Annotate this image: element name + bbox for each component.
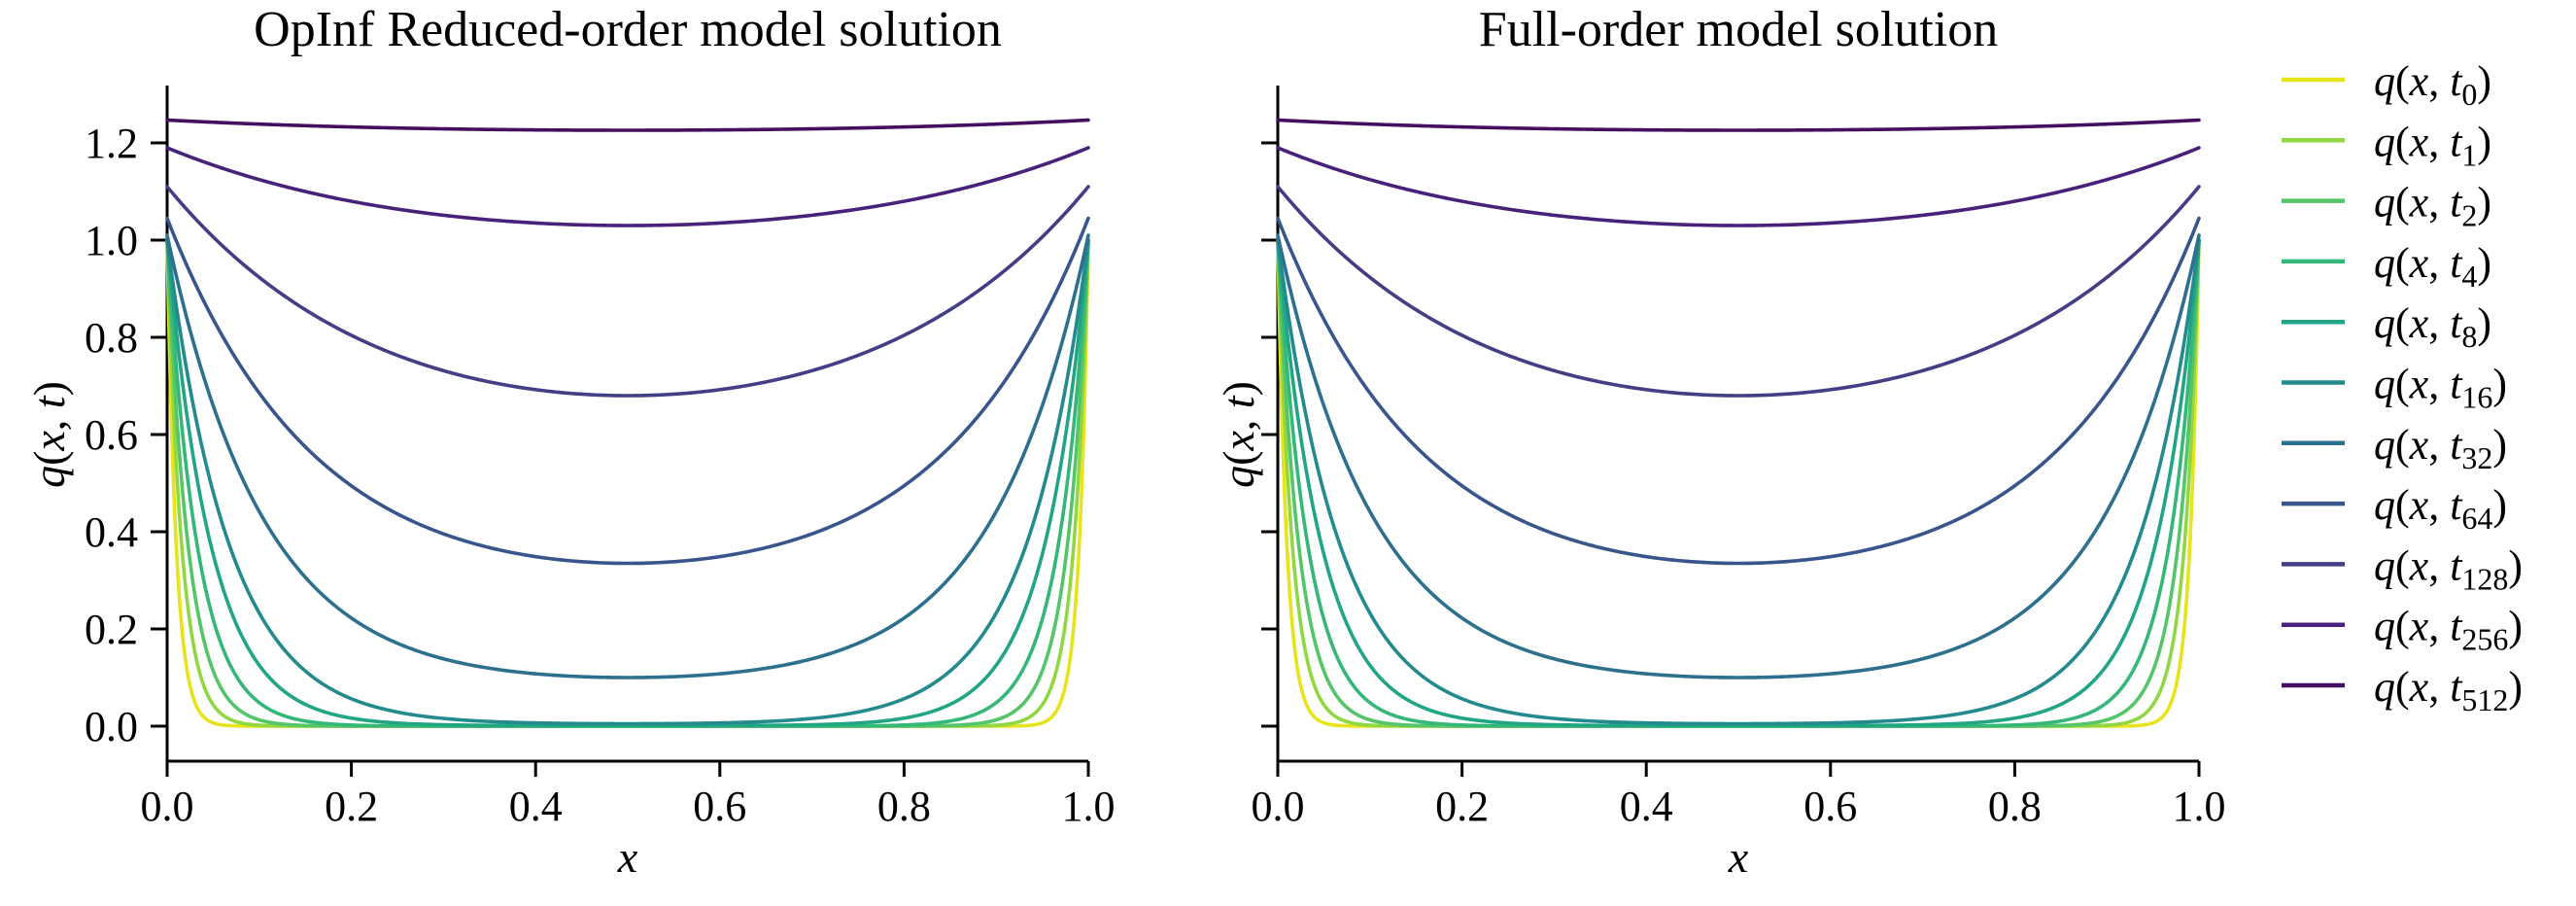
y-tick-label: 0.4	[85, 508, 138, 556]
legend-label: q(x, t256)	[2374, 603, 2523, 657]
legend-entry: q(x, t8)	[2282, 299, 2491, 354]
curve-q-x-t-64	[165, 216, 1090, 566]
legend-entry: q(x, t256)	[2282, 603, 2523, 657]
y-tick-label: 1.2	[85, 120, 138, 167]
curve-q-x-t-32	[165, 233, 1090, 680]
curve-q-x-t-128	[165, 185, 1090, 398]
legend-entry: q(x, t1)	[2282, 118, 2491, 172]
curve-q-x-t-0	[165, 238, 1090, 728]
legend-label: q(x, t16)	[2374, 361, 2507, 415]
curve-q-x-t-16	[165, 238, 1090, 726]
curve-q-x-t-4	[165, 238, 1090, 728]
curve-q-x-t-0	[1276, 238, 2201, 728]
legend-label: q(x, t128)	[2374, 541, 2523, 596]
legend-entry: q(x, t128)	[2282, 541, 2523, 596]
x-tick-label: 0.2	[325, 783, 378, 830]
x-tick-label: 1.0	[2173, 783, 2226, 830]
y-axis-label: q(x, t)	[24, 381, 74, 488]
curve-q-x-t-32	[1276, 233, 2201, 680]
x-tick-label: 0.8	[877, 783, 931, 830]
legend-label: q(x, t64)	[2374, 481, 2507, 536]
legend-label: q(x, t0)	[2374, 57, 2491, 112]
legend-entry: q(x, t16)	[2282, 361, 2507, 415]
legend-label: q(x, t1)	[2374, 118, 2491, 172]
curve-q-x-t-64	[1276, 216, 2201, 566]
left-x-axis-label: x	[617, 832, 638, 882]
y-tick-label: 1.0	[85, 217, 138, 264]
left-plot-area: 0.0 0.2 0.4 0.6 0.8 1.0 0.0 0.2 0.4 0.6 0.8 1.0 1.2 q…	[24, 86, 1116, 830]
curve-q-x-t-16	[1276, 238, 2201, 726]
legend-entry: q(x, t512)	[2282, 663, 2523, 717]
x-tick-label: 0.6	[693, 783, 746, 830]
curve-q-x-t-512	[1276, 118, 2201, 132]
curve-q-x-t-8	[165, 238, 1090, 728]
y-tick-label: 0.2	[85, 606, 138, 653]
x-tick-label: 0.2	[1435, 783, 1489, 830]
legend-label: q(x, t8)	[2374, 299, 2491, 354]
curve-q-x-t-1	[165, 238, 1090, 728]
curve-q-x-t-128	[1276, 185, 2201, 398]
x-tick-label: 1.0	[1062, 783, 1116, 830]
legend-entry: q(x, t4)	[2282, 239, 2491, 294]
y-axis-label: q(x, t)	[1214, 381, 1263, 488]
legend-label: q(x, t32)	[2374, 421, 2507, 475]
legend-entry: q(x, t32)	[2282, 421, 2507, 475]
curve-q-x-t-2	[1276, 238, 2201, 728]
curve-q-x-t-256	[1276, 146, 2201, 227]
x-tick-label: 0.6	[1803, 783, 1857, 830]
right-plot-area: 0.0 0.2 0.4 0.6 0.8 1.0 q(x, t)	[1214, 86, 2226, 830]
legend-label: q(x, t2)	[2374, 179, 2491, 233]
left-plot-title: OpInf Reduced-order model solution	[254, 2, 1002, 57]
y-tick-label: 0.6	[85, 411, 138, 459]
x-tick-label: 0.0	[141, 783, 194, 830]
legend-entry: q(x, t0)	[2282, 57, 2491, 112]
x-tick-label: 0.4	[1620, 783, 1673, 830]
x-tick-label: 0.0	[1252, 783, 1305, 830]
curve-q-x-t-256	[165, 146, 1090, 227]
curve-q-x-t-1	[1276, 238, 2201, 728]
right-x-axis-label: x	[1728, 832, 1749, 882]
x-tick-label: 0.8	[1988, 783, 2042, 830]
legend-entry: q(x, t64)	[2282, 481, 2507, 536]
legend-label: q(x, t4)	[2374, 239, 2491, 294]
right-plot-title: Full-order model solution	[1479, 2, 1998, 57]
y-tick-label: 0.8	[85, 314, 138, 362]
legend-entry: q(x, t2)	[2282, 179, 2491, 233]
x-tick-label: 0.4	[509, 783, 563, 830]
curve-q-x-t-512	[165, 118, 1090, 132]
legend: q(x, t0) q(x, t1) q(x, t2) q(x, t4)q(x, t8)…	[2282, 57, 2523, 717]
legend-label: q(x, t512)	[2374, 663, 2523, 717]
y-tick-label: 0.0	[85, 703, 138, 750]
curve-q-x-t-2	[165, 238, 1090, 728]
curve-q-x-t-4	[1276, 238, 2201, 728]
curve-q-x-t-8	[1276, 238, 2201, 728]
